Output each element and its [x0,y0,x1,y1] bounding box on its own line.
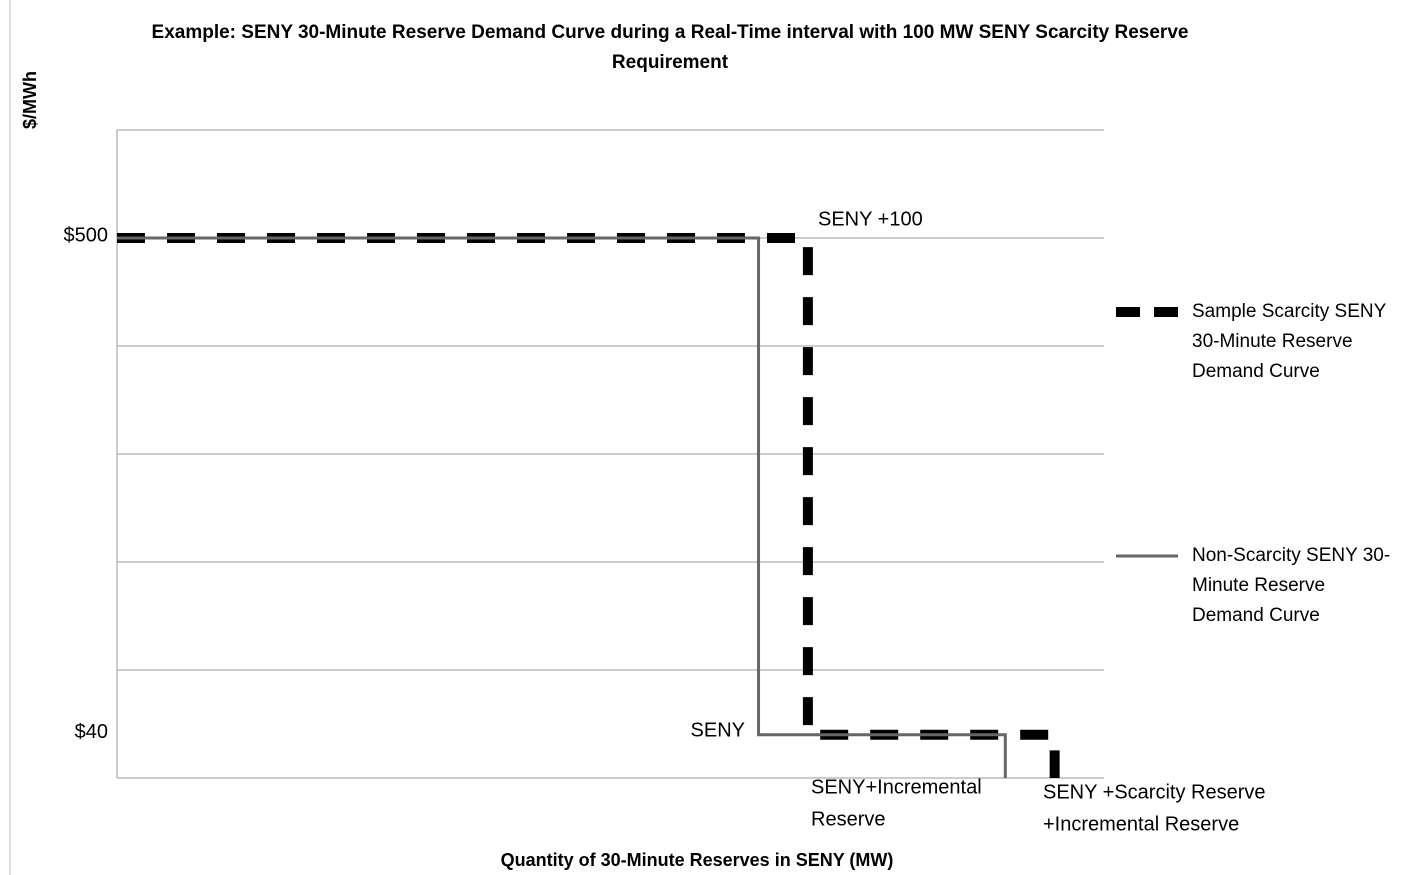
chart-title: Example: SENY 30-Minute Reserve Demand C… [151,22,1189,73]
annotation: SENY +100 [818,208,923,230]
annotation: +Incremental Reserve [1043,813,1239,835]
y-tick-label: $500 [64,224,109,246]
annotation: Reserve [811,808,885,830]
annotation: SENY [691,719,745,741]
legend-label: Non-Scarcity SENY 30-Minute Reserve Dema… [1192,545,1391,626]
annotation: SENY +Scarcity Reserve [1043,781,1266,803]
x-axis-label: Quantity of 30-Minute Reserves in SENY (… [501,850,894,870]
y-axis-label: $/MWh [20,71,40,129]
scarcity-line [117,233,1060,778]
legend-label: Sample Scarcity SENY 30-Minute Reserve D… [1192,301,1386,382]
annotation: SENY+Incremental [811,776,982,798]
non-scarcity-line [117,236,1007,778]
y-tick-label: $40 [75,721,108,743]
